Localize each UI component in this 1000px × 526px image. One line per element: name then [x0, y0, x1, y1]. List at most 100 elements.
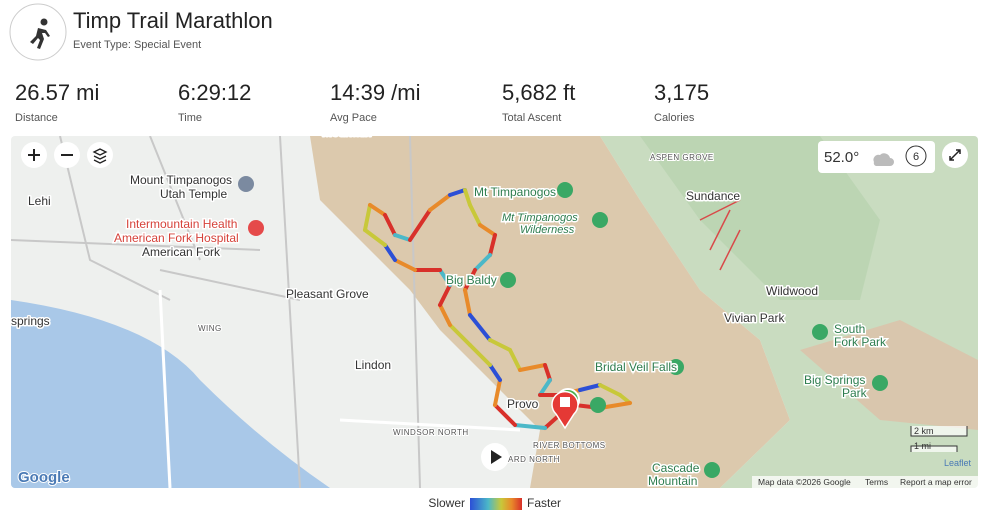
map-label: South [834, 322, 865, 336]
route-segment [518, 363, 547, 372]
zoom-out[interactable] [54, 142, 80, 168]
route-segment [543, 363, 552, 382]
subtitle: Event Type: Special Event [73, 39, 201, 51]
route-segment [448, 188, 467, 197]
route-segment [428, 193, 452, 212]
route-segment [468, 203, 482, 227]
legend-gradient [470, 498, 522, 510]
stat-label: Avg Pace [330, 112, 377, 124]
route-segment [383, 243, 397, 262]
map-label: Wilderness [520, 224, 575, 236]
map-label: Utah Temple [160, 187, 227, 201]
weather: 52.0° 6 [818, 141, 935, 173]
route-segment [368, 203, 387, 217]
title: Timp Trail Marathlon [73, 8, 273, 33]
map-label: Mount Timpanogos [130, 173, 232, 187]
map-label: Bridal Veil Falls [595, 360, 677, 374]
map-label: Big Springs [804, 373, 865, 387]
report-error[interactable]: Report a map error [900, 477, 972, 487]
route-segment [468, 313, 492, 342]
run-icon [30, 18, 50, 49]
map-label: Mt Timpanogos [502, 212, 578, 224]
fullscreen[interactable] [942, 142, 968, 168]
route-segment [363, 228, 387, 247]
route-segment [408, 208, 432, 242]
stat-value: 14:39 /mi [330, 80, 421, 105]
route-segment [538, 378, 552, 397]
route-segment [463, 268, 477, 292]
play[interactable] [481, 443, 509, 471]
map-label: RIVER BOTTOMS [533, 441, 606, 450]
route-segment [578, 383, 602, 392]
stat-label: Total Ascent [502, 112, 561, 124]
map-label: ARD NORTH [508, 455, 560, 464]
wind-speed: 6 [913, 151, 919, 163]
route-segment [363, 203, 372, 232]
map-label: Pleasant Grove [286, 287, 369, 301]
route-segment [473, 253, 492, 272]
route-segment [493, 403, 517, 427]
route-segment [488, 338, 512, 352]
map: Mount Timpanogos Utah Temple Lehi Interm… [11, 125, 978, 488]
map-label: WING [198, 324, 222, 333]
map-label: Mountain [322, 125, 371, 139]
stat-value: 3,175 [654, 80, 709, 105]
map-label: Lindon [355, 358, 391, 372]
end-marker [551, 390, 579, 430]
map-label: ASPEN GROVE [650, 153, 714, 162]
map-label: Provo [507, 397, 539, 411]
map-label: Sundance [686, 189, 740, 203]
stat-label: Calories [654, 112, 695, 124]
route-segment [393, 258, 417, 272]
stats: 26.57 mi Distance 6:29:12 Time 14:39 /mi Avg … [15, 80, 709, 124]
route-segment [488, 233, 497, 257]
temperature: 52.0° [824, 149, 859, 166]
map-label: springs [11, 314, 50, 328]
map-label: Big Baldy [446, 273, 497, 287]
zoom-in[interactable] [21, 142, 47, 168]
route-segment [438, 303, 452, 327]
route-segment [448, 323, 472, 347]
map-label: Intermountain Health [126, 217, 237, 231]
route-segment [508, 348, 522, 372]
leaflet-link[interactable]: Leaflet [944, 458, 972, 468]
attribution: Map data ©2026 Google [758, 477, 851, 487]
scale-km: 2 km [914, 426, 934, 436]
legend-low: Slower [428, 496, 465, 510]
route-segment [598, 383, 622, 397]
route-segment [478, 223, 497, 237]
stat-value: 5,682 ft [502, 80, 575, 105]
route-segment [488, 363, 502, 382]
map-label: Cascade [652, 461, 700, 475]
map-label: Mt Timpanogos [474, 185, 556, 199]
route-segment [513, 423, 547, 430]
terms[interactable]: Terms [865, 477, 888, 487]
scale: 2 km 1 mi [910, 426, 968, 452]
route-segment [463, 288, 472, 317]
route-segment [493, 378, 502, 407]
map-label: Lehi [28, 194, 51, 208]
map-label: Park [842, 386, 868, 400]
stat-label: Time [178, 112, 202, 124]
route-segment [383, 213, 397, 237]
map-label: Fork Park [834, 335, 887, 349]
route-segment [438, 283, 452, 307]
scale-mi: 1 mi [914, 441, 931, 451]
route-segment [438, 268, 452, 287]
layers[interactable] [87, 142, 113, 168]
map-label: WINDSOR NORTH [393, 428, 469, 437]
route-segment [468, 343, 492, 367]
map-label: American Fork [142, 245, 221, 259]
stat-value: 26.57 mi [15, 80, 99, 105]
map-label: American Fork Hospital [114, 231, 239, 245]
map-label: Vivian Park [724, 311, 785, 325]
map-label: Mountain [648, 474, 697, 488]
route-segment [393, 233, 412, 242]
route-segment [463, 188, 472, 207]
legend-high: Faster [527, 496, 561, 510]
map-label: Wildwood [766, 284, 818, 298]
stat-value: 6:29:12 [178, 80, 251, 105]
stat-label: Distance [15, 112, 58, 124]
google-logo: Google [18, 469, 70, 486]
